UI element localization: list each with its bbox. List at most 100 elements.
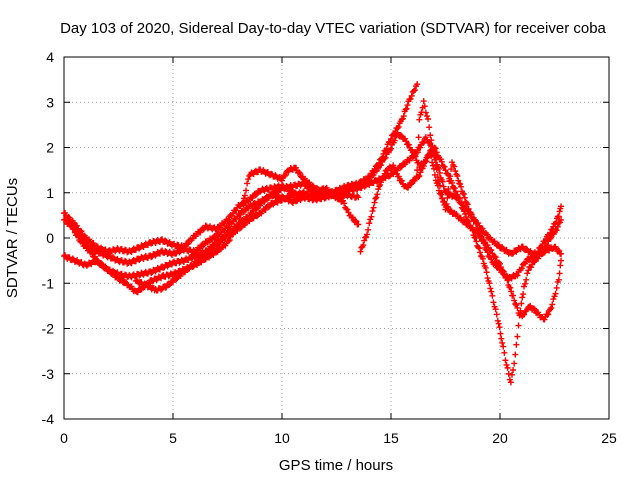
- data-point: [210, 245, 217, 252]
- data-point: [431, 153, 438, 160]
- data-point: [540, 249, 547, 256]
- data-point: [310, 183, 317, 190]
- data-point: [526, 257, 533, 264]
- data-point: [252, 206, 259, 213]
- y-tick-label: 1: [46, 185, 54, 201]
- data-point: [295, 169, 302, 176]
- data-point: [416, 116, 423, 123]
- data-point: [83, 262, 90, 269]
- data-point: [189, 235, 196, 242]
- data-point: [148, 270, 155, 277]
- data-point: [463, 214, 470, 221]
- data-point: [432, 156, 439, 163]
- y-tick-label: -4: [42, 411, 55, 427]
- data-point: [456, 195, 463, 202]
- x-axis-label: GPS time / hours: [279, 457, 393, 474]
- data-point: [524, 270, 531, 277]
- data-point: [549, 227, 556, 234]
- data-point: [240, 195, 247, 202]
- data-point: [511, 360, 518, 367]
- data-point: [507, 379, 514, 386]
- data-point: [473, 220, 480, 227]
- data-point: [510, 292, 517, 299]
- data-point: [477, 229, 484, 236]
- data-point: [185, 240, 192, 247]
- data-point: [378, 155, 385, 162]
- data-point: [403, 105, 410, 112]
- data-point: [428, 137, 435, 144]
- data-point: [530, 259, 537, 266]
- data-point: [511, 297, 518, 304]
- data-point: [213, 242, 220, 249]
- data-point: [293, 164, 300, 171]
- data-point: [518, 265, 525, 272]
- data-point: [69, 255, 76, 262]
- data-point: [448, 166, 455, 173]
- data-point: [395, 173, 402, 180]
- data-point: [136, 257, 143, 263]
- data-point: [447, 173, 454, 180]
- data-point: [479, 225, 486, 232]
- data-point: [282, 172, 289, 179]
- data-point: [364, 231, 371, 238]
- data-point: [476, 228, 483, 235]
- data-point: [420, 98, 427, 105]
- data-point: [398, 177, 405, 184]
- data-point: [465, 218, 472, 225]
- data-point: [361, 237, 368, 244]
- data-point: [501, 349, 508, 356]
- data-point: [402, 106, 409, 113]
- data-point: [498, 335, 505, 342]
- x-tick-label: 15: [383, 430, 399, 446]
- data-point: [376, 183, 383, 190]
- data-point: [371, 199, 378, 206]
- data-point: [557, 262, 564, 269]
- data-point: [461, 208, 468, 215]
- data-point: [408, 92, 415, 99]
- data-point: [423, 158, 430, 165]
- data-point: [447, 207, 454, 214]
- data-point: [176, 249, 183, 256]
- data-point: [541, 246, 548, 253]
- data-point: [473, 238, 480, 245]
- y-tick-label: -2: [42, 321, 55, 337]
- data-point: [379, 154, 386, 161]
- data-point: [491, 253, 498, 260]
- data-point: [229, 210, 236, 217]
- data-point: [468, 211, 475, 218]
- data-point: [486, 280, 493, 287]
- data-point: [158, 286, 165, 293]
- x-tick-label: 10: [274, 430, 290, 446]
- data-point: [430, 150, 437, 157]
- data-point: [360, 242, 367, 249]
- data-point: [245, 176, 252, 183]
- data-point: [503, 272, 510, 279]
- data-point: [405, 184, 412, 191]
- data-point: [525, 267, 532, 274]
- data-point: [265, 194, 272, 201]
- data-point: [459, 190, 466, 197]
- data-point: [499, 339, 506, 346]
- data-point: [185, 266, 192, 273]
- data-point: [522, 280, 529, 287]
- axis-ticks: [63, 56, 610, 420]
- data-point: [471, 218, 478, 225]
- data-point: [437, 182, 444, 189]
- data-point: [514, 333, 521, 340]
- x-tick-labels: 0 5 10 15 20 25: [60, 430, 617, 446]
- y-tick-labels: -4 -3 -2 -1 0 1 2 3 4: [42, 49, 55, 427]
- data-point: [380, 150, 387, 157]
- data-point: [372, 195, 379, 202]
- data-point: [479, 255, 486, 262]
- data-point: [136, 245, 143, 252]
- data-point: [513, 302, 520, 309]
- data-point: [89, 250, 96, 257]
- data-point: [432, 162, 439, 169]
- data-point: [455, 177, 462, 184]
- data-point: [549, 301, 556, 308]
- data-point: [365, 226, 372, 233]
- data-point: [414, 167, 421, 174]
- data-point: [102, 264, 109, 271]
- data-point: [345, 209, 352, 216]
- data-point: [445, 185, 452, 192]
